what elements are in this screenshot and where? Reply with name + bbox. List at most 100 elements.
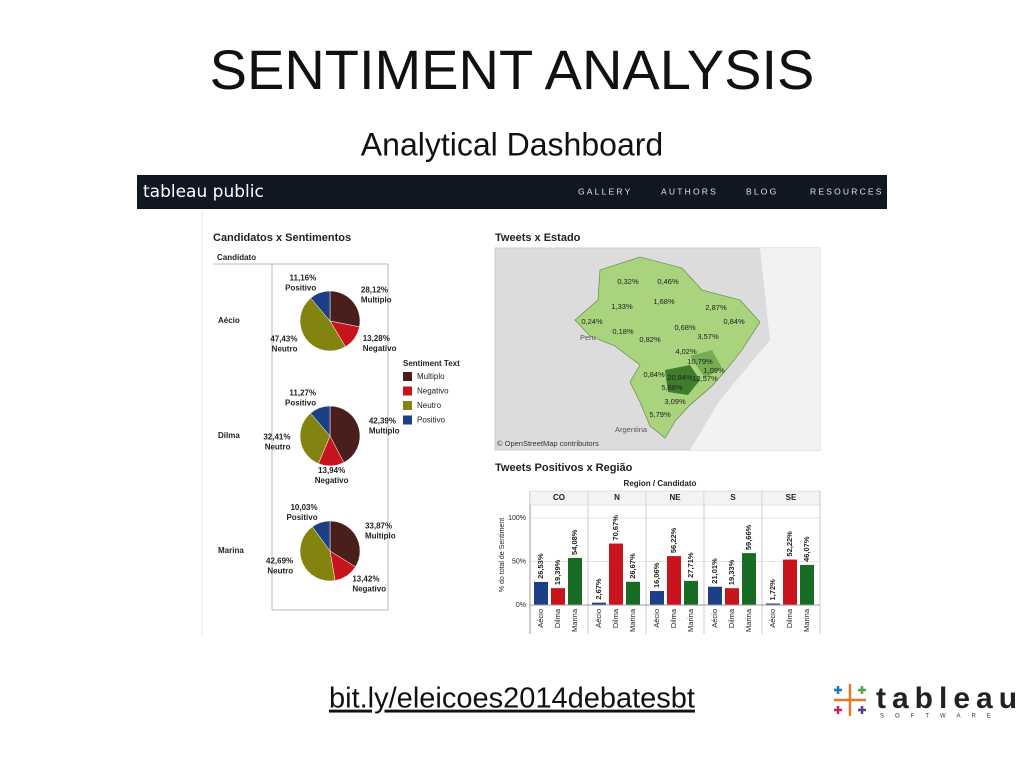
legend-swatch (403, 415, 412, 425)
bar-value-label: 56,22% (669, 527, 678, 553)
tableau-mark (834, 684, 866, 716)
legend-swatch (403, 401, 412, 410)
pie-value-label: 28,12% (361, 286, 388, 295)
nav-item: AUTHORS (661, 186, 718, 196)
bar (551, 588, 565, 605)
map-label: 1,33% (611, 302, 633, 311)
footer-link[interactable]: bit.ly/eleicoes2014debatesbt (329, 683, 695, 715)
pie-slice (299, 526, 336, 582)
slide-subtitle: Analytical Dashboard (361, 126, 663, 162)
map-label: 20,84% (667, 373, 693, 382)
map-label: 12,57% (692, 374, 718, 383)
bar-value-label: 59,66% (744, 524, 753, 550)
ocean (690, 248, 820, 450)
legend-swatch (403, 386, 412, 396)
x-tick-label: Marina (744, 608, 753, 632)
pie-value-label: 32,41% (263, 432, 290, 441)
x-tick-label: Aécio (536, 609, 545, 628)
map-label: 10,79% (687, 357, 713, 366)
bar (534, 581, 548, 605)
bar-value-label: 21,01% (710, 558, 719, 584)
map-credit: © OpenStreetMap contributors (497, 439, 599, 448)
legend-label: Neutro (417, 401, 442, 410)
bar-value-label: 54,08% (570, 529, 579, 555)
map-label: 0,84% (723, 317, 745, 326)
bar-value-label: 16,06% (652, 562, 661, 588)
bar (708, 586, 722, 605)
bar (568, 557, 582, 605)
pie-value-label: 13,94% (318, 466, 345, 475)
y-tick-label: 100% (508, 515, 526, 522)
x-tick-label: Marina (570, 608, 579, 632)
region-label: CO (553, 493, 565, 502)
pie-slice (299, 412, 331, 464)
x-tick-label: Marina (628, 608, 637, 632)
x-tick-label: Marina (802, 608, 811, 632)
footer-tagline: SOFTWARE (880, 714, 1002, 720)
slide-title: SENTIMENT ANALYSIS (210, 38, 815, 101)
pie-slice (310, 290, 331, 322)
legend-label: Multiplo (417, 372, 445, 381)
bar (783, 559, 797, 605)
pie-category-label: Multiplo (361, 296, 392, 305)
x-tick-label: Dilma (785, 608, 794, 628)
map-label: 0,24% (581, 317, 603, 326)
x-tick-label: Dilma (611, 608, 620, 628)
map-label: 2,87% (705, 303, 727, 312)
pie-category-label: Neutro (265, 442, 291, 451)
pie-value-label: 11,27% (289, 389, 316, 398)
x-tick-label: Dilma (553, 608, 562, 628)
bar-value-label: 26,67% (628, 553, 637, 579)
brazil-region (665, 365, 700, 395)
row-label: Aécio (218, 316, 240, 325)
map-label: 4,02% (675, 347, 697, 356)
legend-label: Positivo (417, 416, 446, 425)
legend-label: Negativo (417, 387, 449, 396)
pie-value-label: 10,03% (290, 503, 317, 512)
map-label: 1,68% (653, 297, 675, 306)
region-label: S (730, 493, 736, 502)
bar (650, 591, 664, 605)
x-tick-label: Dilma (727, 608, 736, 628)
pie-slice (310, 405, 331, 437)
map-place: Peru (580, 333, 596, 342)
map-label: 3,09% (664, 397, 686, 406)
legend-title: Sentiment Text (403, 359, 460, 368)
map-label: 5,88% (661, 383, 683, 392)
bar-value-label: 2,67% (594, 578, 603, 600)
x-tick-label: Aécio (652, 609, 661, 628)
bar-value-label: 52,22% (785, 531, 794, 557)
bar-value-label: 27,71% (686, 552, 695, 578)
pie-header: Candidato (217, 253, 256, 262)
nav-logo[interactable]: tableau public (143, 182, 264, 202)
bar (626, 581, 640, 605)
pie-category-label: Positivo (285, 399, 316, 408)
pie-value-label: 33,87% (365, 522, 392, 531)
nav-item: BLOG (746, 186, 778, 196)
pie-category-label: Negativo (363, 344, 397, 353)
x-tick-label: Aécio (710, 609, 719, 628)
bar (592, 602, 606, 605)
map-place: Argentina (615, 425, 648, 434)
y-tick-label: 50% (512, 558, 526, 565)
map-label: 0,18% (612, 327, 634, 336)
map-label: 0,32% (617, 277, 639, 286)
pie-value-label: 42,39% (369, 417, 396, 426)
map-label: 0,84% (643, 370, 665, 379)
nav-item: GALLERY (578, 186, 632, 196)
bar-value-label: 19,39% (553, 559, 562, 585)
bar-title: Tweets Positivos x Região (495, 462, 633, 474)
region-label: N (614, 493, 620, 502)
pie-slice (299, 297, 346, 352)
x-tick-label: Aécio (768, 609, 777, 628)
row-label: Marina (218, 546, 244, 555)
map-label: 0,46% (657, 277, 679, 286)
row-label: Dilma (218, 431, 240, 440)
bar-value-label: 19,33% (727, 559, 736, 585)
pie-category-label: Negativo (352, 584, 386, 593)
pie-value-label: 11,16% (290, 274, 317, 283)
pie-value-label: 13,42% (352, 574, 379, 583)
region-label: NE (669, 493, 681, 502)
brazil-region (690, 350, 722, 378)
